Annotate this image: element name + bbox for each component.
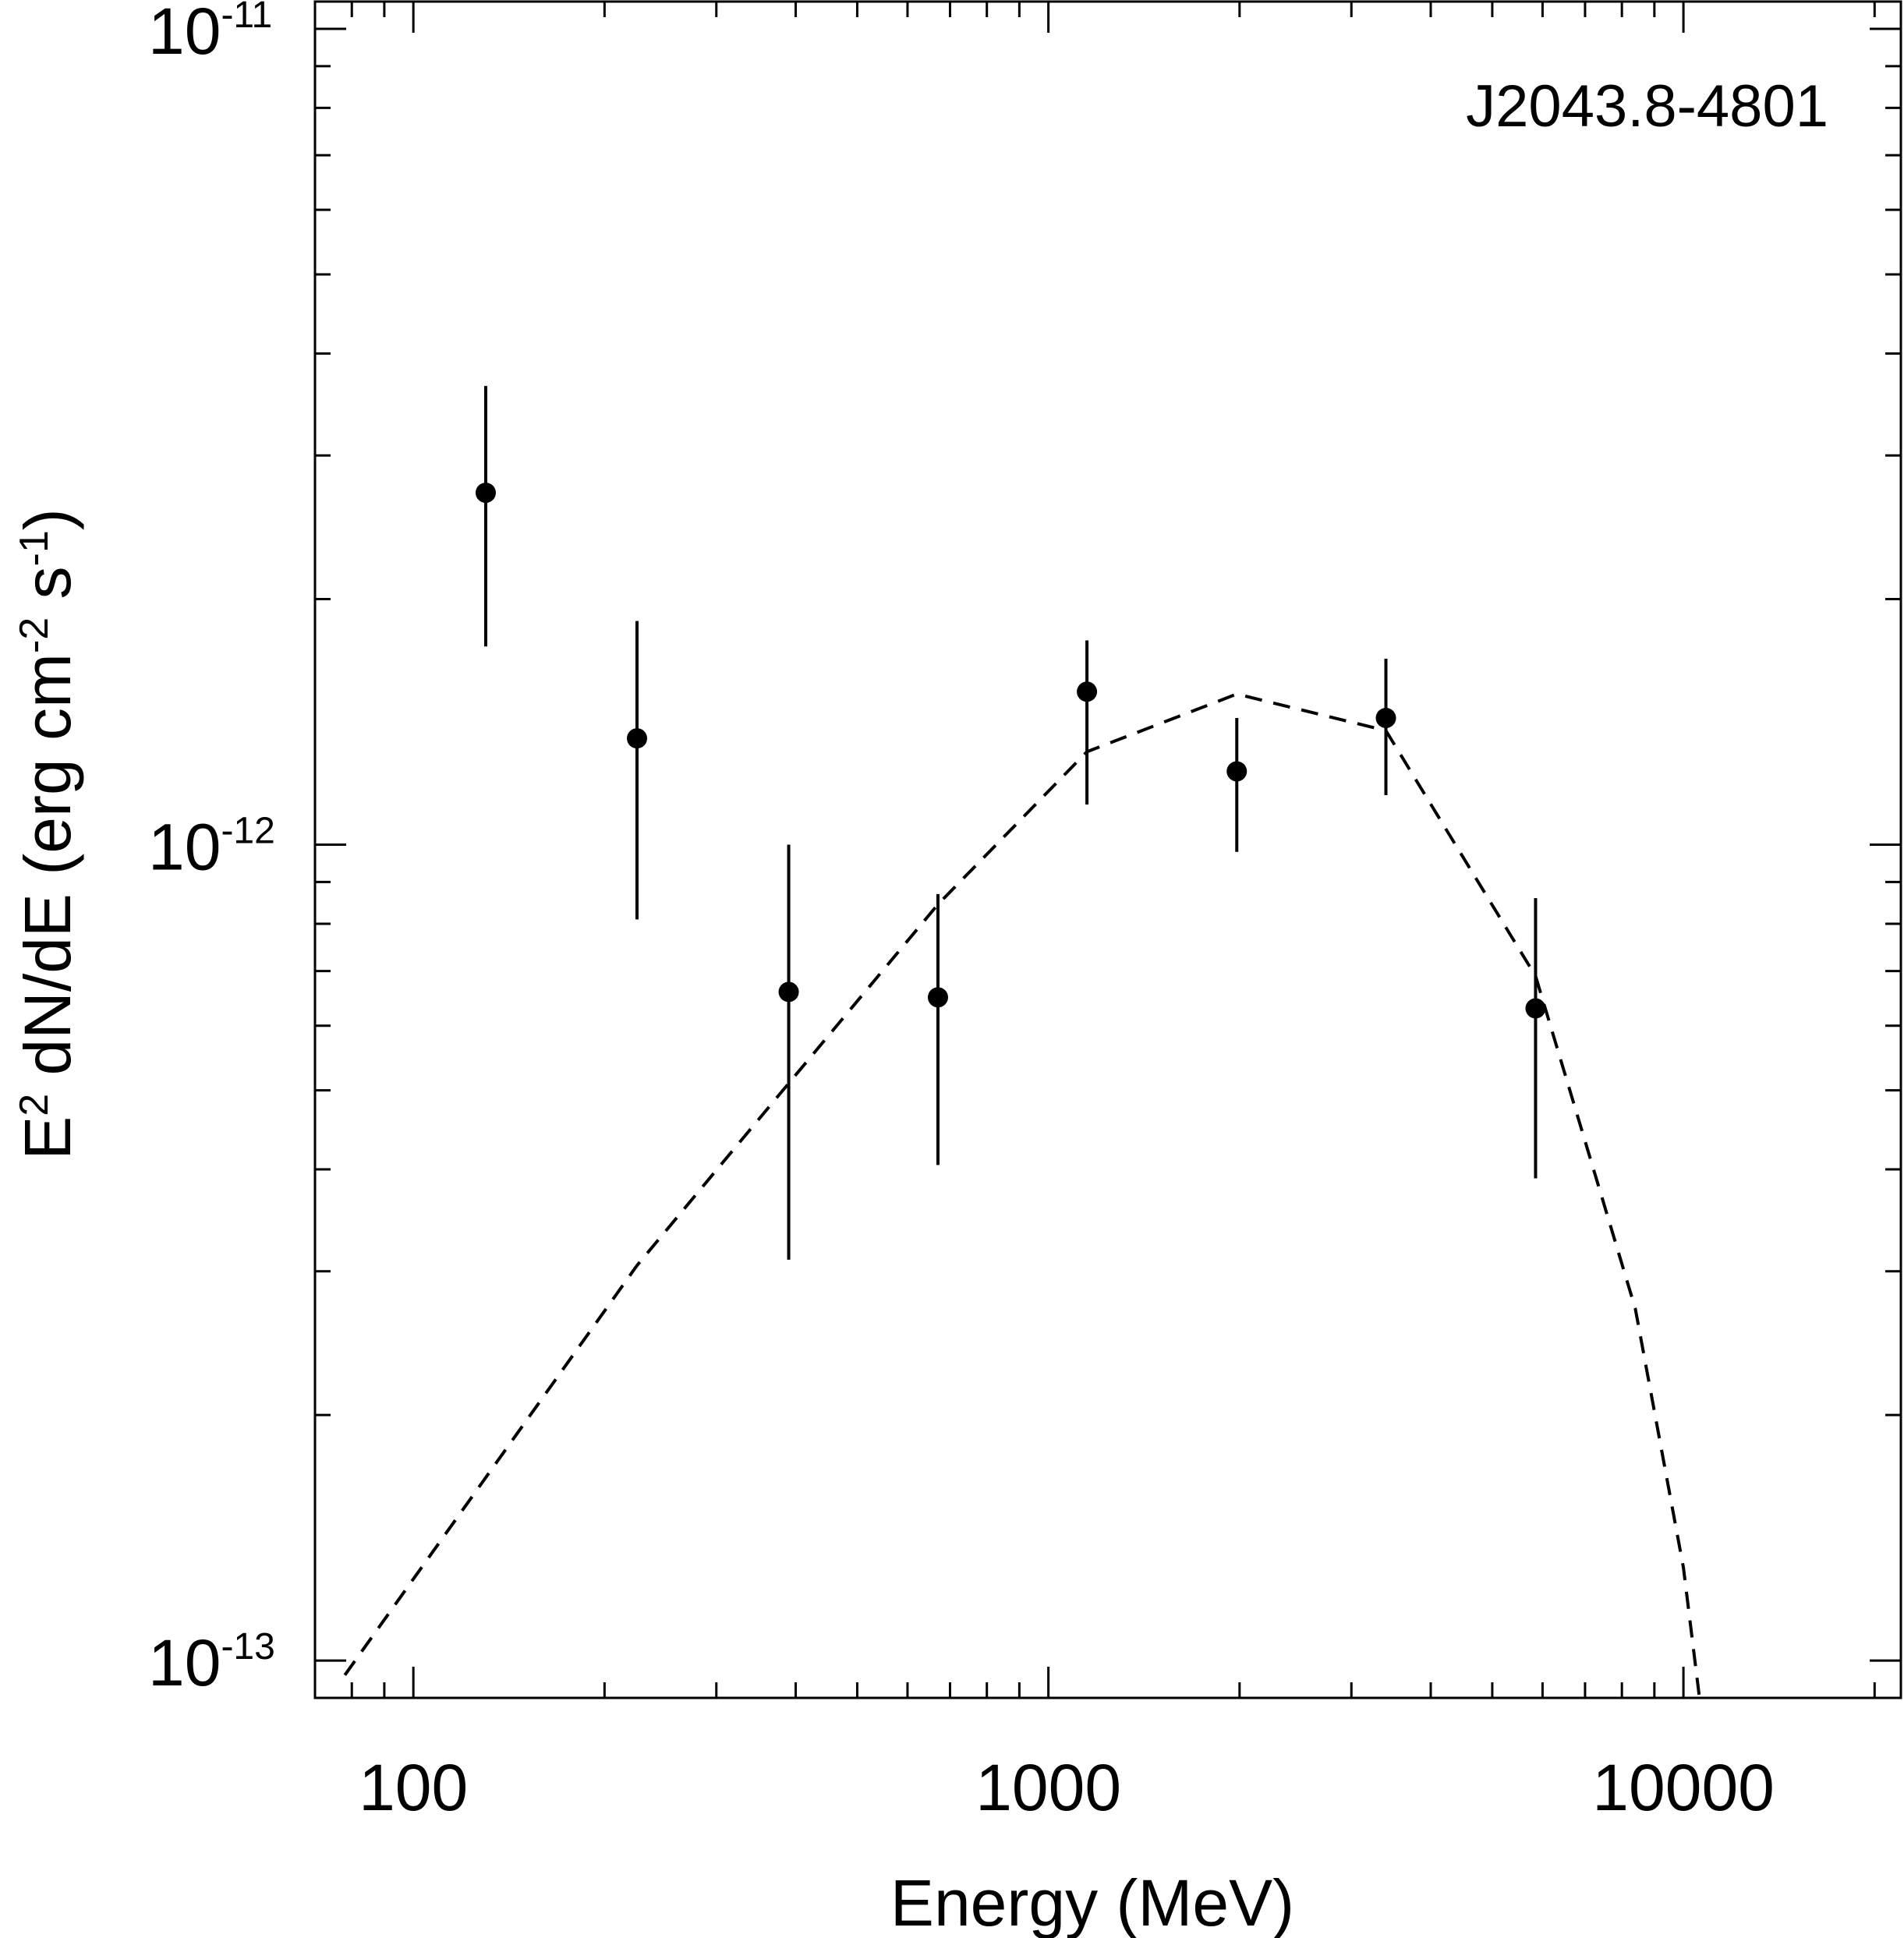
data-point [1525,998,1546,1019]
model-curve-dashed [343,692,1701,1699]
y-tick-label: 10-12 [148,811,275,884]
data-point [627,728,648,749]
y-tick-label: 10-11 [148,0,272,68]
y-tick-label-exp: -12 [221,811,274,852]
data-points [475,483,1546,1019]
y-tick-label-base: 10 [148,1626,221,1699]
x-tick-label: 10000 [1592,1751,1775,1824]
y-axis-title-sup2: -1 [12,530,57,566]
y-tick-label: 10-13 [148,1626,275,1699]
data-point [475,483,496,504]
y-tick-label-base: 10 [148,811,221,884]
data-point [1375,707,1396,728]
minor-ticks [313,2,1901,1699]
y-axis-title-suffix: ) [11,508,84,530]
y-axis-title-prefix: E [11,1116,84,1160]
y-axis-title: E2 dN/dE (erg cm-2 s-1) [11,508,84,1160]
data-point [1226,761,1248,782]
x-axis-title: Energy (MeV) [890,1866,1294,1938]
error-bars [483,386,1538,1260]
x-tick-label: 100 [359,1751,468,1824]
y-tick-label-exp: -13 [221,1626,274,1667]
y-axis-title-mid: s [11,566,84,617]
major-ticks [315,2,1901,1698]
y-axis-title-main: dN/dE (erg cm [11,653,84,1094]
y-tick-label-base: 10 [148,0,221,68]
y-tick-label-exp: -11 [221,0,272,36]
x-tick-label: 1000 [975,1751,1121,1824]
y-axis-title-sup1: -2 [12,617,57,653]
data-point [778,981,799,1003]
data-point [1077,681,1098,702]
data-point [927,987,948,1008]
source-name-label: J2043.8-4801 [1466,73,1828,140]
plot-frame [313,0,1902,1699]
y-axis-title-prefix-sup: 2 [12,1094,57,1116]
